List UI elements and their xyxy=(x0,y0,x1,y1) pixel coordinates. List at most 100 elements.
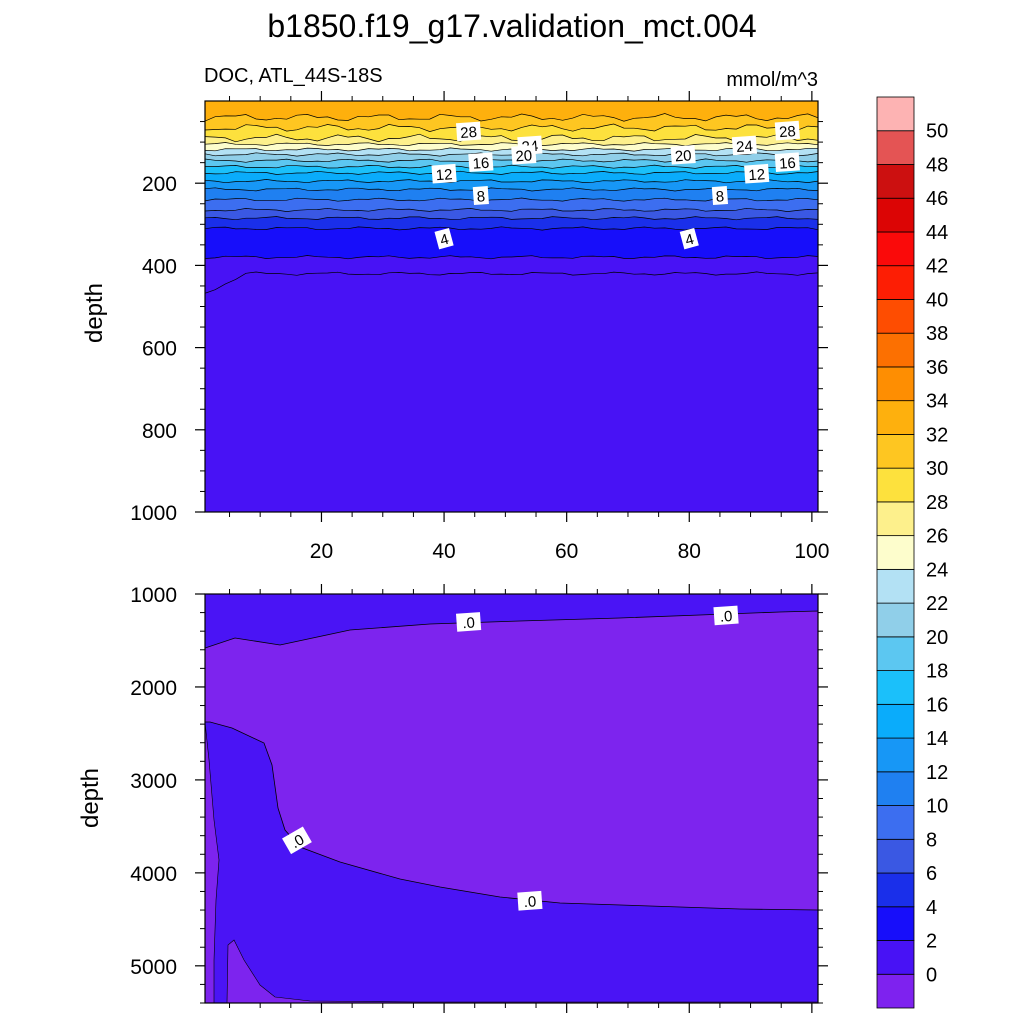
upper-contour-label-5: 8 xyxy=(472,186,489,206)
svg-text:20: 20 xyxy=(674,147,692,165)
upper-contour-label-13: 4 xyxy=(679,228,699,249)
upper-contour-line-8 xyxy=(205,207,818,212)
svg-text:.0: .0 xyxy=(719,608,733,626)
svg-text:8: 8 xyxy=(476,188,486,206)
svg-text:24: 24 xyxy=(736,138,754,156)
colorbar-label-28: 28 xyxy=(926,492,948,514)
colorbar-label-30: 30 xyxy=(926,458,948,480)
upper-contour-label-7: 28 xyxy=(774,120,800,141)
upper-contour-line-14 xyxy=(205,179,818,184)
upper-contour-label-6: 4 xyxy=(434,228,454,249)
colorbar-label-14: 14 xyxy=(926,728,948,750)
colorbar-swatch-11 xyxy=(876,602,915,638)
upper-contour-line-4 xyxy=(205,226,818,231)
colorbar-swatch-13 xyxy=(876,535,915,570)
colorbar-swatch-3 xyxy=(876,872,915,908)
lower-contour-labels: .0 .0 .0 .0 xyxy=(282,605,739,911)
lower-contour-label-1: .0 xyxy=(713,605,739,626)
colorbar-label-12: 12 xyxy=(926,762,948,784)
upper-y-axis-label: depth xyxy=(81,283,108,343)
colorbar-label-32: 32 xyxy=(926,424,948,446)
upper-x-tick-100: 100 xyxy=(794,540,829,563)
colorbar-swatch-7 xyxy=(876,737,915,773)
svg-text:12: 12 xyxy=(435,166,453,184)
colorbar-swatch-24 xyxy=(876,164,915,199)
colorbar-swatch-21 xyxy=(876,265,915,300)
svg-text:20: 20 xyxy=(515,147,533,165)
upper-contour-line-28 xyxy=(205,133,818,143)
svg-text:16: 16 xyxy=(472,155,490,173)
colorbar-swatch-0 xyxy=(876,973,915,1009)
colorbar-swatch-2 xyxy=(876,906,915,941)
upper-contour-label-10: 16 xyxy=(774,152,800,173)
colorbar-label-18: 18 xyxy=(926,661,948,683)
upper-contour-line-2 xyxy=(205,255,818,260)
colorbar-swatch-19 xyxy=(876,332,915,368)
colorbar-swatch-26 xyxy=(876,96,915,132)
upper-contour-label-2: 20 xyxy=(511,145,537,165)
lower-contour-fills xyxy=(205,594,818,1003)
upper-panel: 282420161284282420161284 200400600800100… xyxy=(81,91,829,563)
colorbar-swatch-14 xyxy=(876,501,915,537)
colorbar-swatch-6 xyxy=(876,771,915,806)
upper-contour-line-18 xyxy=(205,164,818,169)
colorbar-label-20: 20 xyxy=(926,627,948,649)
lower-y-tick-1000: 1000 xyxy=(130,584,177,607)
upper-contour-line-20 xyxy=(205,158,818,163)
colorbar-swatch-20 xyxy=(876,299,915,334)
upper-contour-label-4: 12 xyxy=(431,163,457,184)
upper-y-tick-1000: 1000 xyxy=(130,502,177,525)
upper-y-tick-200: 200 xyxy=(142,173,177,196)
upper-contour-fills xyxy=(205,101,818,512)
colorbar-label-24: 24 xyxy=(926,559,948,581)
upper-contour-line-32 xyxy=(205,113,818,122)
colorbar-label-44: 44 xyxy=(926,222,948,244)
variable-region-label: DOC, ATL_44S-18S xyxy=(204,65,383,87)
lower-panel: .0 .0 .0 .0 1000 2000 3000 4000 5000 depth xyxy=(77,584,828,1013)
svg-text:28: 28 xyxy=(460,124,478,142)
upper-x-tick-20: 20 xyxy=(310,540,333,563)
colorbar-label-8: 8 xyxy=(926,829,937,851)
colorbar-label-26: 26 xyxy=(926,526,948,548)
svg-text:12: 12 xyxy=(748,166,766,184)
lower-region-negative-bottom xyxy=(226,939,818,1003)
upper-contour-label-11: 12 xyxy=(744,163,770,184)
colorbar-swatch-17 xyxy=(876,400,915,435)
colorbar-label-38: 38 xyxy=(926,323,948,345)
upper-x-tick-60: 60 xyxy=(555,540,578,563)
lower-contour-label-3: .0 xyxy=(517,890,543,911)
lower-contour-label-0: .0 xyxy=(455,612,482,632)
colorbar-swatch-18 xyxy=(876,366,915,402)
colorbar-swatch-9 xyxy=(876,670,915,705)
upper-contour-line-0 xyxy=(205,271,818,294)
colorbar-label-22: 22 xyxy=(926,593,948,615)
lower-y-tick-5000: 5000 xyxy=(130,956,177,979)
upper-axes: 200 400 600 800 1000 20 40 60 80 100 xyxy=(130,91,829,563)
colorbar-label-42: 42 xyxy=(926,256,948,278)
colorbar-swatch-12 xyxy=(876,568,915,604)
lower-y-tick-3000: 3000 xyxy=(130,770,177,793)
svg-text:28: 28 xyxy=(779,123,797,141)
figure-title: b1850.f19_g17.validation_mct.004 xyxy=(267,8,756,44)
colorbar-label-50: 50 xyxy=(926,121,948,143)
svg-text:16: 16 xyxy=(779,155,797,173)
lower-y-tick-2000: 2000 xyxy=(130,677,177,700)
svg-text:8: 8 xyxy=(715,188,725,206)
colorbar-label-40: 40 xyxy=(926,289,948,311)
upper-contour-label-8: 24 xyxy=(731,135,758,156)
colorbar-swatch-25 xyxy=(876,130,915,165)
upper-contour-line-6 xyxy=(205,216,818,221)
colorbar-label-34: 34 xyxy=(926,391,948,413)
colorbar-label-48: 48 xyxy=(926,154,948,176)
lower-region-negative-edge xyxy=(205,721,220,1003)
colorbar-label-10: 10 xyxy=(926,796,948,818)
colorbar-swatch-22 xyxy=(876,231,915,267)
colorbar: 0246810121416182022242628303234363840424… xyxy=(876,96,948,1009)
colorbar-label-16: 16 xyxy=(926,694,948,716)
upper-x-tick-80: 80 xyxy=(678,540,701,563)
upper-contour-line-22 xyxy=(205,152,818,157)
upper-contour-label-0: 28 xyxy=(455,121,482,142)
upper-y-tick-600: 600 xyxy=(142,338,177,361)
colorbar-swatch-8 xyxy=(876,703,915,739)
lower-contour-label-2: .0 xyxy=(282,826,312,855)
